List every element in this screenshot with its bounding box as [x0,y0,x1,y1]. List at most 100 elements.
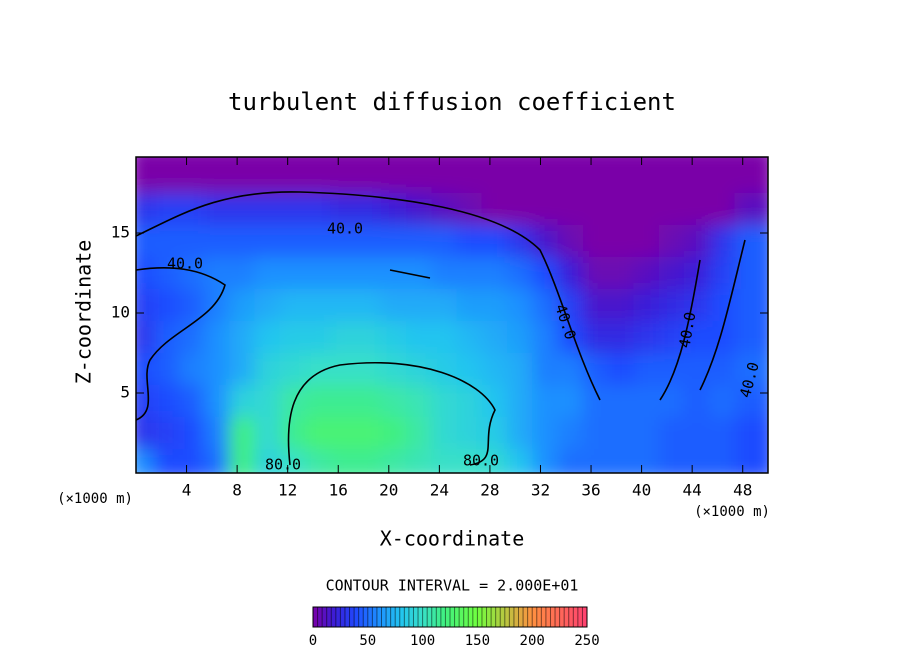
colorbar-step [431,607,437,627]
colorbar-step [500,607,506,627]
colorbar-step [335,607,341,627]
x-tick-label: 16 [329,481,348,500]
contour-line [287,361,496,466]
contours [136,191,746,466]
colorbar-step [450,607,456,627]
colorbar: 0 50 100 150 200 250 [309,606,600,649]
colorbar-step [358,607,364,627]
colorbar-step [545,607,551,627]
colorbar-step [413,607,419,627]
colorbar-step [331,607,337,627]
plot-frame [135,156,769,474]
contour-note: CONTOUR INTERVAL = 2.000E+01 [326,577,579,595]
colorbar-tick-label: 150 [465,633,490,649]
colorbar-step [568,607,574,627]
colorbar-step [313,607,319,627]
contour-line [136,191,601,401]
y-tick-label: 15 [111,223,130,242]
colorbar-step [427,607,433,627]
x-tick-label: 24 [430,481,449,500]
colorbar-tick-label: 250 [574,633,599,649]
contour-line [659,239,746,401]
colorbar-step [477,607,483,627]
colorbar-step [404,607,410,627]
contour-label: 40.0 [167,255,203,273]
colorbar-step [559,607,565,627]
colorbar-tick-label: 100 [410,633,435,649]
colorbar-step [495,607,501,627]
colorbar-tick-label: 200 [520,633,545,649]
colorbar-step [481,607,488,627]
colorbar-step [486,607,492,627]
colorbar-step [418,607,424,627]
colorbar-step [354,607,360,627]
colorbar-step [440,607,446,627]
x-axis-label: X-coordinate [380,527,525,551]
colorbar-step [399,607,405,627]
colorbar-step [340,607,346,627]
x-tick-label: 48 [733,481,752,500]
x-tick-label: 8 [232,481,242,500]
field [136,157,768,473]
x-tick-label: 32 [531,481,550,500]
colorbar-step [349,607,355,627]
chart-title: turbulent diffusion coefficient [228,88,676,116]
x-tick-label: 36 [581,481,600,500]
colorbar-step [513,607,519,627]
colorbar-step [317,607,323,627]
colorbar-step [408,607,414,627]
contour-label: 80.0 [265,456,301,474]
colorbar-step [459,607,465,627]
colorbar-tick-label: 0 [309,633,317,649]
colorbar-step [523,607,529,627]
colorbar-step [381,607,387,627]
colorbar-step [518,607,524,627]
colorbar-step [564,607,570,627]
colorbar-step [573,607,579,627]
colorbar-step [386,607,392,627]
colorbar-step [582,607,588,627]
colorbar-step [445,607,451,627]
x-tick-label: 4 [182,481,192,500]
contour-label: 40.0 [327,220,363,238]
contour-line [389,269,431,279]
colorbar-tick-label: 50 [359,633,376,649]
colorbar-step [541,607,547,627]
x-tick-label: 20 [379,481,398,500]
colorbar-step [463,607,469,627]
colorbar-step [472,607,478,627]
colorbar-step [504,607,510,627]
y-unit: (×1000 m) [57,491,133,507]
colorbar-step [363,607,369,627]
colorbar-step [536,607,542,627]
colorbar-step [532,607,538,627]
colorbar-step [577,607,583,627]
colorbar-step [322,607,328,627]
colorbar-step [344,607,351,627]
cells [136,157,768,473]
colorbar-step [395,607,401,627]
colorbar-step [509,607,515,627]
colorbar-step [367,607,373,627]
contour-label: 40.0 [676,311,700,350]
colorbar-step [390,607,396,627]
colorbar-step [550,607,556,627]
cell [734,157,768,193]
colorbar-step [491,607,497,627]
contour-label: 80.0 [463,452,499,470]
colorbar-step [555,607,561,627]
colorbar-step [372,607,378,627]
contour-line [136,267,226,421]
y-axis-label: Z-coordinate [72,240,96,385]
x-tick-label: 12 [278,481,297,500]
x-tick-label: 44 [683,481,702,500]
colorbar-step [454,607,460,627]
x-unit: (×1000 m) [694,504,770,520]
y-tick-label: 10 [111,303,130,322]
colorbar-step [422,607,428,627]
colorbar-step [436,607,442,627]
x-tick-label: 40 [632,481,651,500]
x-tick-label: 28 [480,481,499,500]
